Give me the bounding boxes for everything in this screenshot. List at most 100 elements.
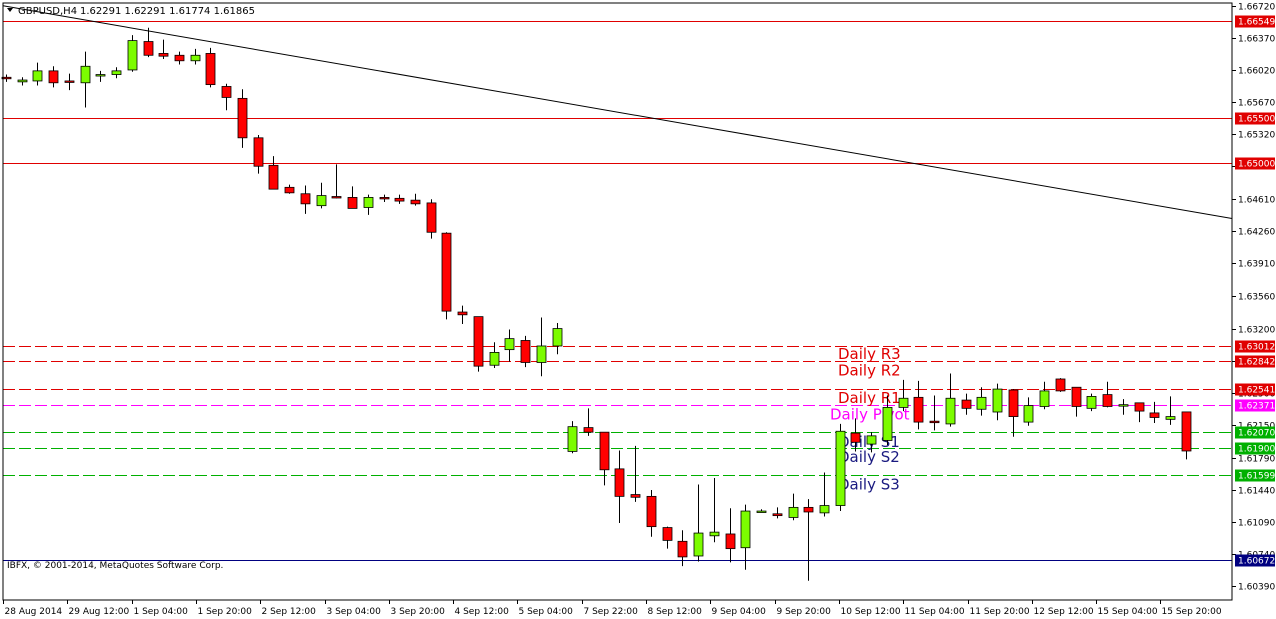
candle [221,83,232,111]
candle [379,194,390,202]
candle-body [331,196,342,199]
candle-body [1039,390,1050,407]
candle [961,393,972,415]
candle-body [95,74,106,77]
candle-body [80,65,91,84]
level-name-label: Daily R2 [838,361,901,379]
level-price-label: 1.62842 [1238,358,1275,368]
candle-body [866,435,877,445]
candle [143,27,154,58]
candle [819,472,830,517]
candle [331,164,342,199]
candle-body [536,345,547,363]
candle [441,232,452,320]
candle [725,508,736,563]
candle-body [1134,402,1145,412]
level-price-label: 1.60672 [1238,557,1275,567]
candle-body [913,396,924,423]
candle-body [567,426,578,452]
candle [882,395,893,446]
candle-body [504,338,515,351]
level-price-box [1235,442,1275,455]
candle [363,194,374,215]
candle [1134,402,1145,423]
x-tick-label: 9 Sep 20:00 [777,607,832,617]
candle-body [205,53,216,86]
candle-body [1086,396,1097,409]
level-price-box [1235,15,1275,28]
level-price-box [1235,426,1275,439]
candle [394,194,405,204]
candle-body [1055,378,1066,392]
candle-body [347,197,358,209]
candle [1023,397,1034,426]
x-tick-label: 2 Sep 12:00 [262,607,317,617]
candle-body [473,316,484,367]
candle [1086,393,1097,412]
x-tick-label: 1 Sep 20:00 [198,607,253,617]
candle-body [583,427,594,433]
candle-body [835,430,846,506]
candle-body [520,340,531,363]
candle [410,193,421,206]
level-name-label: Daily R1 [838,389,901,407]
candle-body [1008,389,1019,417]
candle [1118,399,1129,415]
y-tick-label: 1.64610 [1238,196,1275,206]
candle-body [363,197,374,208]
candle-body [1071,386,1082,407]
candle-body [599,431,610,471]
candle [457,305,468,324]
candle-body [190,54,201,62]
x-tick-label: 11 Sep 04:00 [905,607,965,617]
x-tick-label: 3 Sep 04:00 [327,607,382,617]
candle [95,70,106,82]
candle-body [788,506,799,518]
candle [630,445,641,502]
candle [316,182,327,209]
price-axis[interactable]: 1.667201.663701.660201.656701.653201.649… [1232,3,1275,593]
candle-body [1165,416,1176,420]
candles [1,27,1192,581]
candle-body [662,527,673,541]
candle-body [1149,412,1160,418]
trendline-segment[interactable] [2,5,1233,219]
candle [17,77,28,86]
candle [536,317,547,377]
candle-body [17,79,28,83]
candle [1165,396,1176,425]
candle-body [725,533,736,550]
time-axis[interactable]: 28 Aug 2014 29 Aug 12:00 1 Sep 04:00 1 Sep … [3,600,1222,617]
candle [709,478,720,543]
collapse-triangle-icon[interactable] [7,8,13,12]
candle [1,74,12,82]
candle [158,39,169,59]
candle-body [127,40,138,71]
level-price-label: 1.61599 [1238,472,1275,482]
candle [426,199,437,239]
candle [1149,401,1160,424]
chart-title: GBPUSD,H4 1.62291 1.62291 1.61774 1.6186… [7,6,255,17]
candle-body [992,388,1003,413]
level-name-label: Daily S3 [838,475,900,493]
candle [693,484,704,562]
candle [677,530,688,567]
y-tick-label: 1.63200 [1238,326,1275,336]
candle [929,395,940,431]
x-tick-label: 1 Sep 04:00 [134,607,189,617]
level-price-box [1235,157,1275,170]
trendline[interactable] [2,5,1233,219]
x-tick-label: 10 Sep 12:00 [841,607,901,617]
candle-body [976,396,987,410]
candle [205,47,216,88]
candle-body [237,97,248,139]
candle-body [394,197,405,202]
candle [1008,389,1019,437]
candle-body [882,407,893,441]
level-price-box [1235,355,1275,368]
candle [850,418,861,452]
candle-body [1102,394,1113,407]
level-price-label: 1.65500 [1238,115,1275,125]
